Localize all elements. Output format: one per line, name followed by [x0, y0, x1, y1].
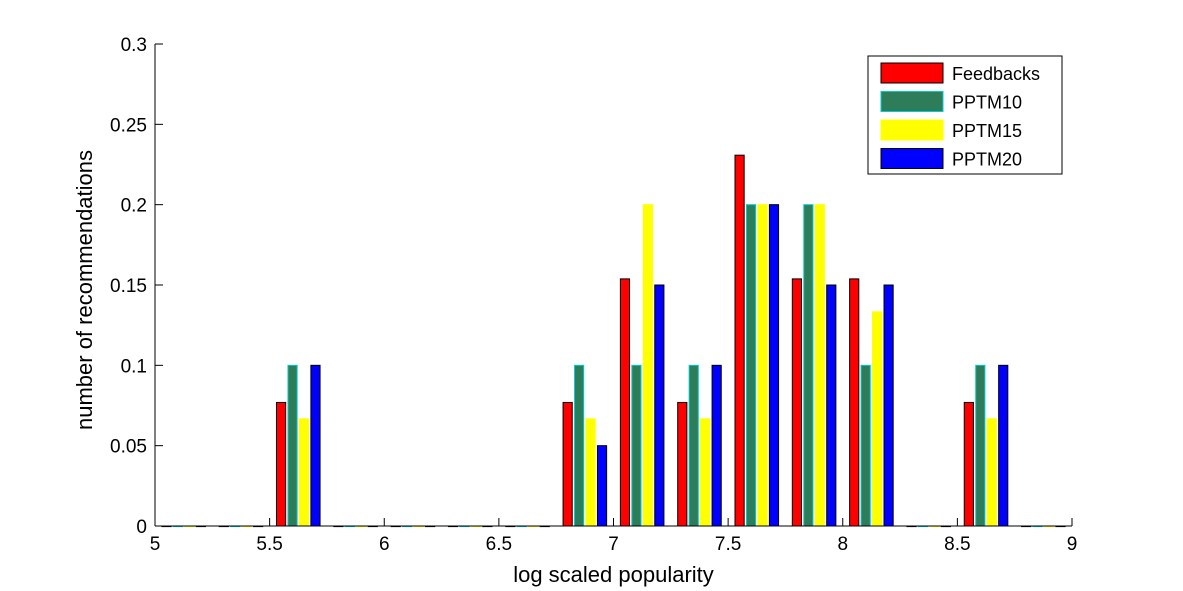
bar-pptm20-2 — [310, 364, 321, 527]
bar-feedbacks-9 — [677, 401, 688, 527]
bar-pptm20-14 — [998, 364, 1009, 527]
x-tick-label: 5 — [150, 534, 161, 555]
x-tick-label: 5.5 — [256, 534, 282, 555]
x-tick-label: 8.5 — [944, 534, 970, 555]
bar-pptm15-10 — [757, 204, 768, 527]
bar-pptm20-7 — [596, 445, 608, 527]
bar-pptm15-8 — [642, 204, 653, 527]
x-tick-label: 9 — [1067, 534, 1078, 555]
bar-pptm10-8 — [631, 364, 642, 527]
bar-pptm20-10 — [768, 204, 780, 527]
bar-pptm15-7 — [585, 418, 596, 527]
x-tick-label: 6.5 — [486, 534, 512, 555]
bar-pptm10-11 — [803, 204, 814, 527]
bar-feedbacks-12 — [849, 278, 860, 527]
x-tick-label: 6 — [379, 534, 390, 555]
bar-pptm20-12 — [883, 284, 894, 527]
bar-pptm15-9 — [700, 418, 711, 527]
bar-pptm10-12 — [860, 364, 871, 527]
legend-swatch-feedbacks — [880, 62, 944, 84]
bar-pptm15-12 — [872, 311, 883, 527]
y-tick-label: 0.05 — [110, 437, 147, 458]
legend-swatch-pptm20 — [880, 148, 944, 169]
bar-pptm10-14 — [975, 364, 986, 527]
bar-pptm20-8 — [654, 284, 665, 527]
bars-group — [161, 154, 1066, 528]
bar-pptm10-10 — [745, 204, 757, 527]
bar-feedbacks-7 — [562, 401, 573, 527]
legend: Feedbacks PPTM10 PPTM15 PPTM20 — [867, 55, 1063, 175]
bar-pptm10-2 — [287, 364, 298, 527]
bar-pptm10-9 — [688, 364, 699, 527]
bar-feedbacks-14 — [963, 401, 974, 527]
bar-pptm10-7 — [574, 364, 585, 527]
bar-pptm15-2 — [298, 418, 310, 527]
x-tick-label: 7.5 — [715, 534, 741, 555]
bar-feedbacks-10 — [734, 154, 745, 527]
y-tick-label: 0.25 — [110, 115, 147, 136]
bar-feedbacks-11 — [791, 278, 802, 527]
y-tick-label: 0.1 — [121, 356, 147, 377]
bar-pptm20-9 — [711, 364, 722, 527]
y-tick-label: 0 — [136, 517, 147, 538]
legend-label-pptm15: PPTM15 — [952, 121, 1022, 141]
x-tick-label: 8 — [837, 534, 848, 555]
y-tick-label: 0.15 — [110, 276, 147, 297]
bar-feedbacks-8 — [619, 278, 631, 527]
y-axis-label: number of recommendations — [72, 150, 97, 430]
bar-pptm15-11 — [814, 204, 825, 527]
legend-swatch-pptm15 — [880, 119, 944, 141]
x-axis-label: log scaled popularity — [513, 562, 714, 587]
legend-label-feedbacks: Feedbacks — [952, 64, 1040, 84]
legend-label-pptm20: PPTM20 — [952, 150, 1022, 170]
y-tick-label: 0.2 — [121, 196, 147, 217]
bar-feedbacks-2 — [276, 401, 287, 527]
y-tick-label: 0.3 — [121, 35, 147, 56]
bar-pptm20-11 — [826, 284, 837, 527]
bar-pptm15-14 — [986, 418, 997, 527]
x-tick-label: 7 — [608, 534, 619, 555]
legend-label-pptm10: PPTM10 — [952, 93, 1022, 113]
axes-group: 5 5.5 6 6.5 7 7.5 8 8.5 9 0 0.05 0.1 0.15 0.2 0.25 0.3 — [110, 35, 1077, 555]
legend-swatch-pptm10 — [880, 91, 944, 112]
